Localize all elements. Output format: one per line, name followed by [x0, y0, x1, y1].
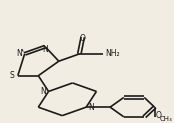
Text: O: O	[156, 111, 162, 120]
Text: NH₂: NH₂	[105, 49, 120, 58]
Text: O: O	[80, 34, 86, 43]
Text: CH₃: CH₃	[159, 116, 172, 122]
Text: N: N	[41, 87, 46, 96]
Text: N: N	[88, 103, 94, 112]
Text: N: N	[42, 45, 48, 54]
Text: N: N	[17, 49, 22, 58]
Text: S: S	[9, 71, 14, 80]
